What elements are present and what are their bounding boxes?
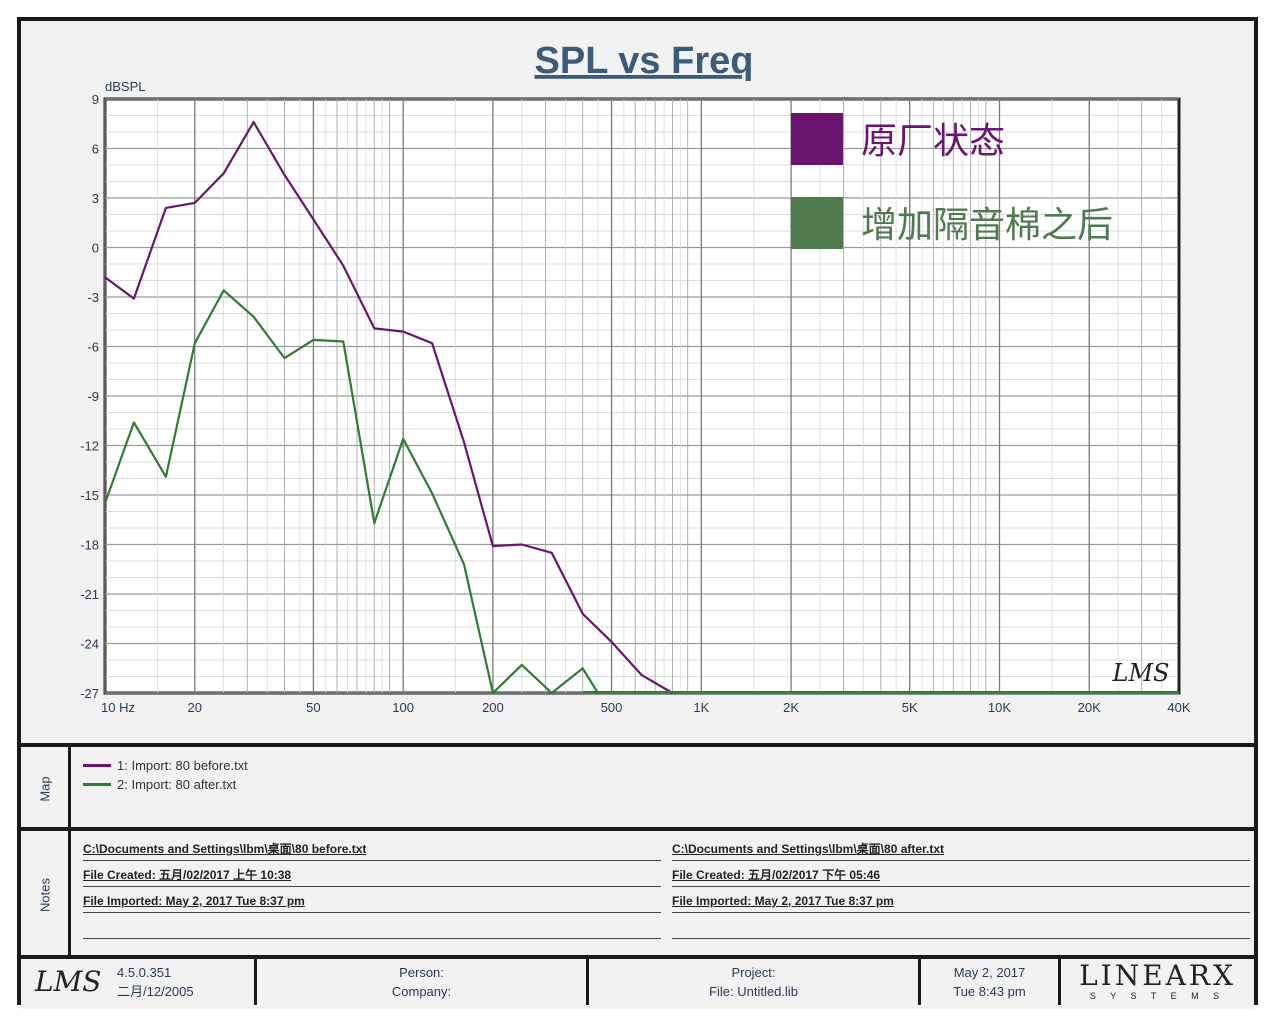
map-entry-text: 1: Import: 80 before.txt xyxy=(117,758,248,773)
y-tick-label: -27 xyxy=(80,686,99,701)
report-frame: SPL vs Freq dBSPL 9 6 3 0 -3 -6 -9 -12 -15 -18 -21… xyxy=(17,17,1258,1009)
spl-chart: SPL vs Freq dBSPL 9 6 3 0 -3 -6 -9 -12 -15 -18 -21… xyxy=(80,40,1191,715)
x-tick-label: 100 xyxy=(392,700,414,715)
footer-project-label: Project: xyxy=(731,965,776,980)
footer-person-cell: Person: Company: xyxy=(257,959,589,1005)
note-blank xyxy=(83,913,661,939)
x-tick-label: 1K xyxy=(693,700,709,715)
footer-person-label: Person: xyxy=(399,965,444,980)
series-line-2 xyxy=(103,289,599,695)
x-tick-label: 500 xyxy=(601,700,623,715)
map-side-label: Map xyxy=(21,747,71,831)
legend-label-2: 增加隔音棉之后 xyxy=(861,205,1113,246)
linearx-sub: S Y S T E M S xyxy=(1089,991,1226,1001)
footer-date: May 2, 2017 xyxy=(953,965,1026,980)
note-imported: File Imported: May 2, 2017 Tue 8:37 pm xyxy=(672,887,1250,913)
x-tick-label: 20K xyxy=(1078,700,1101,715)
footer-brand-cell: LINEARX S Y S T E M S xyxy=(1061,959,1254,1005)
legend-label-1: 原厂状态 xyxy=(861,121,1005,162)
notes-right: C:\Documents and Settings\lbm\桌面\80 afte… xyxy=(672,835,1250,939)
map-entry: 2: Import: 80 after.txt xyxy=(83,777,236,792)
x-tick-label: 2K xyxy=(783,700,799,715)
x-tick-label: 200 xyxy=(482,700,504,715)
footer-version-cell: LMS 4.5.0.351 二月/12/2005 xyxy=(21,959,257,1005)
footer-file-label: File: Untitled.lib xyxy=(709,984,798,999)
notes-side-label: Notes xyxy=(21,831,71,959)
series-line-1 xyxy=(104,120,673,694)
map-panel: Map 1: Import: 80 before.txt 2: Import: … xyxy=(21,743,1254,831)
note-imported: File Imported: May 2, 2017 Tue 8:37 pm xyxy=(83,887,661,913)
x-tick-label: 5K xyxy=(902,700,918,715)
map-entry-text: 2: Import: 80 after.txt xyxy=(117,777,237,792)
x-tick-label: 50 xyxy=(306,700,320,715)
footer-company-label: Company: xyxy=(391,984,452,999)
y-tick-label: -12 xyxy=(80,439,99,454)
x-tick-label: 20 xyxy=(188,700,202,715)
footer-time: Tue 8:43 pm xyxy=(953,984,1026,999)
note-path: C:\Documents and Settings\lbm\桌面\80 befo… xyxy=(83,835,661,861)
linearx-logo: LINEARX xyxy=(1079,959,1236,992)
map-swatch-2 xyxy=(83,783,111,786)
footer-project-cell: Project: File: Untitled.lib xyxy=(589,959,921,1005)
y-tick-label: -6 xyxy=(87,340,99,355)
y-tick-label: 0 xyxy=(92,241,99,256)
note-created: File Created: 五月/02/2017 上午 10:38 xyxy=(83,861,661,887)
notes-panel: Notes C:\Documents and Settings\lbm\桌面\8… xyxy=(21,827,1254,959)
x-tick-label: 10 Hz xyxy=(101,700,135,715)
y-tick-label: -21 xyxy=(80,587,99,602)
y-axis-label: dBSPL xyxy=(105,79,145,94)
y-tick-label: 9 xyxy=(92,92,99,107)
legend-swatch-2 xyxy=(791,197,843,249)
y-tick-label: -3 xyxy=(87,290,99,305)
legend-swatch-1 xyxy=(791,113,843,165)
note-created: File Created: 五月/02/2017 下午 05:46 xyxy=(672,861,1250,887)
lms-watermark: LMS xyxy=(1112,659,1170,687)
y-tick-label: -15 xyxy=(80,488,99,503)
footer-logo: LMS xyxy=(35,965,102,998)
note-path: C:\Documents and Settings\lbm\桌面\80 afte… xyxy=(672,835,1250,861)
y-tick-label: -9 xyxy=(87,389,99,404)
y-tick-label: 6 xyxy=(92,142,99,157)
map-swatch-1 xyxy=(83,764,111,767)
map-entry: 1: Import: 80 before.txt xyxy=(83,758,248,773)
footer-version-date: 二月/12/2005 xyxy=(117,984,194,999)
y-tick-label: -18 xyxy=(80,538,99,553)
footer-version: 4.5.0.351 xyxy=(117,965,172,980)
note-blank xyxy=(672,913,1250,939)
y-tick-label: 3 xyxy=(92,191,99,206)
footer-date-cell: May 2, 2017 Tue 8:43 pm xyxy=(921,959,1061,1005)
notes-left: C:\Documents and Settings\lbm\桌面\80 befo… xyxy=(83,835,661,939)
chart-title: SPL vs Freq xyxy=(535,40,754,82)
x-tick-label: 40K xyxy=(1167,700,1190,715)
x-tick-label: 10K xyxy=(988,700,1011,715)
y-tick-label: -24 xyxy=(80,637,99,652)
footer-panel: LMS 4.5.0.351 二月/12/2005 Person: Company… xyxy=(21,955,1254,1009)
chart-panel: SPL vs Freq dBSPL 9 6 3 0 -3 -6 -9 -12 -15 -18 -21… xyxy=(21,21,1254,743)
